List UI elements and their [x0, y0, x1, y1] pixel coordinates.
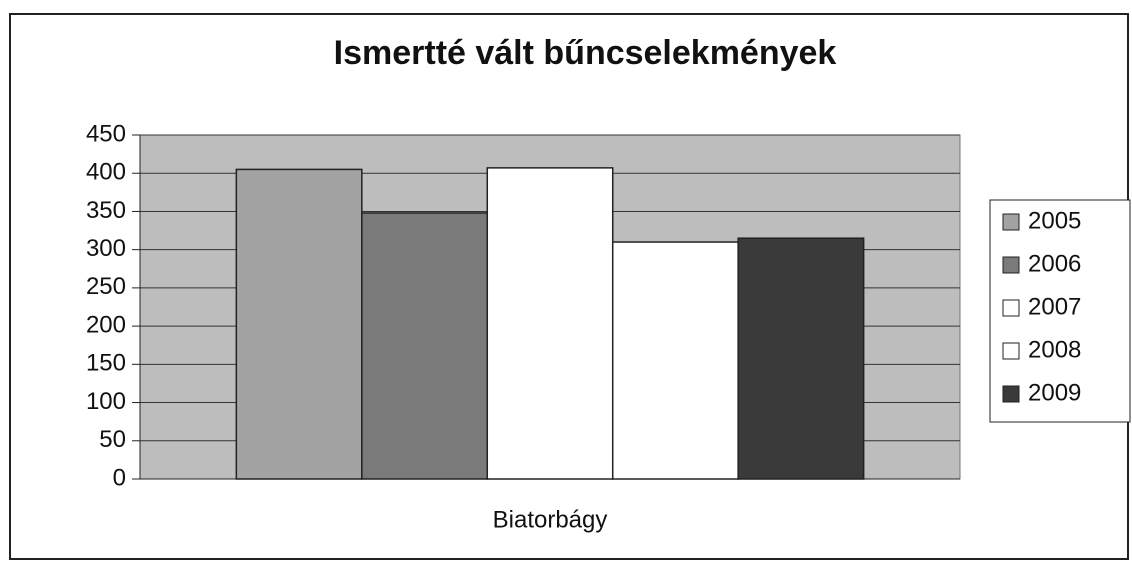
legend-swatch [1002, 213, 1020, 231]
bar [361, 212, 489, 480]
legend-label: 2007 [1028, 293, 1081, 320]
legend-swatch [1002, 342, 1020, 360]
bar [235, 168, 363, 480]
y-tick-label: 450 [86, 120, 126, 147]
legend-swatch [1002, 256, 1020, 274]
y-tick-label: 250 [86, 273, 126, 300]
x-tick-label: Biatorbágy [493, 506, 608, 533]
y-tick-label: 200 [86, 311, 126, 338]
y-tick-label: 350 [86, 197, 126, 224]
y-tick-label: 50 [99, 426, 126, 453]
y-tick-label: 150 [86, 350, 126, 377]
legend-swatch [1002, 299, 1020, 317]
y-tick-label: 300 [86, 235, 126, 262]
chart-title: Ismertté vált bűncselekmények [334, 34, 837, 72]
bar [737, 237, 865, 480]
bar [486, 167, 614, 480]
legend-label: 2008 [1028, 336, 1081, 363]
y-tick-label: 100 [86, 388, 126, 415]
legend-label: 2009 [1028, 379, 1081, 406]
y-tick-label: 0 [113, 464, 126, 491]
bar [611, 241, 739, 480]
legend-label: 2006 [1028, 250, 1081, 277]
legend-swatch [1002, 385, 1020, 403]
y-tick-label: 400 [86, 159, 126, 186]
legend-label: 2005 [1028, 207, 1081, 234]
